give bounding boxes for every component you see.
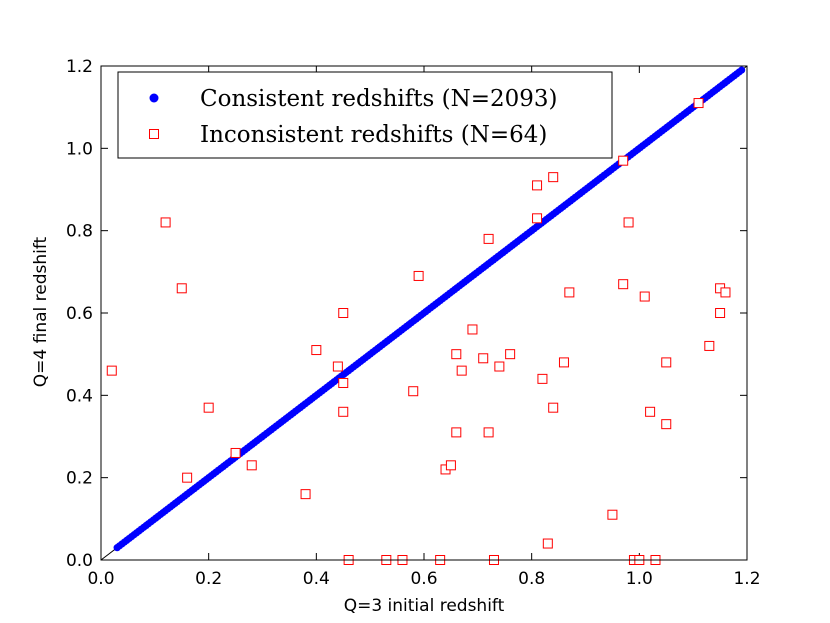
consistent-point xyxy=(738,66,746,74)
inconsistent-point xyxy=(483,233,494,244)
inconsistent-point xyxy=(456,365,467,376)
inconsistent-point xyxy=(338,406,349,417)
x-tick-label: 0.2 xyxy=(195,569,222,589)
inconsistent-point xyxy=(203,402,214,413)
inconsistent-point xyxy=(478,353,489,364)
inconsistent-point xyxy=(639,291,650,302)
inconsistent-point xyxy=(483,427,494,438)
legend-label-consistent: Consistent redshifts (N=2093) xyxy=(200,86,558,112)
inconsistent-point xyxy=(408,386,419,397)
legend-marker-inconsistent xyxy=(149,129,159,139)
inconsistent-point xyxy=(537,373,548,384)
inconsistent-point xyxy=(176,283,187,294)
x-tick-label: 1.0 xyxy=(626,569,653,589)
inconsistent-point xyxy=(338,308,349,318)
inconsistent-point xyxy=(230,447,241,458)
y-tick-label: 0.4 xyxy=(66,386,93,406)
inconsistent-point xyxy=(623,217,634,228)
inconsistent-point xyxy=(645,406,656,417)
inconsistent-point xyxy=(246,460,257,471)
inconsistent-point xyxy=(332,361,343,372)
inconsistent-point xyxy=(715,308,726,318)
inconsistent-point xyxy=(618,279,629,290)
inconsistent-point xyxy=(338,377,349,388)
inconsistent-point xyxy=(445,460,456,471)
inconsistent-point xyxy=(182,472,193,483)
x-tick-label: 0.8 xyxy=(518,569,545,589)
inconsistent-point xyxy=(607,509,618,520)
axes-frame xyxy=(100,65,748,561)
inconsistent-point xyxy=(532,180,543,191)
y-tick-label: 0.8 xyxy=(66,222,93,242)
inconsistent-point xyxy=(160,217,171,228)
inconsistent-point xyxy=(494,361,505,372)
inconsistent-point xyxy=(106,365,117,376)
x-tick-label: 1.2 xyxy=(733,569,760,589)
inconsistent-point xyxy=(704,340,715,351)
inconsistent-point xyxy=(467,324,478,335)
legend: Consistent redshifts (N=2093) Inconsiste… xyxy=(117,71,613,159)
x-tick-label: 0.6 xyxy=(410,569,437,589)
inconsistent-point xyxy=(548,402,559,413)
inconsistent-point xyxy=(300,489,311,500)
inconsistent-point xyxy=(661,419,672,430)
x-tick-label: 0.4 xyxy=(303,569,330,589)
inconsistent-point xyxy=(451,349,462,360)
inconsistent-point xyxy=(693,98,704,109)
inconsistent-point xyxy=(451,427,462,438)
x-axis-title: Q=3 initial redshift xyxy=(344,596,505,616)
x-tick-label: 0.0 xyxy=(87,569,114,589)
inconsistent-point xyxy=(720,287,731,298)
inconsistent-point xyxy=(311,345,322,356)
inconsistent-point xyxy=(505,349,516,360)
inconsistent-point xyxy=(661,357,672,368)
y-tick-label: 0.0 xyxy=(66,551,93,571)
inconsistent-point xyxy=(532,213,543,224)
legend-frame xyxy=(117,71,613,159)
inconsistent-point xyxy=(542,538,553,549)
inconsistent-point xyxy=(548,172,559,183)
inconsistent-point xyxy=(558,357,569,368)
y-axis-title: Q=4 final redshift xyxy=(31,236,51,387)
inconsistent-point xyxy=(413,270,424,281)
inconsistent-point xyxy=(618,155,629,166)
y-tick-label: 0.6 xyxy=(66,304,93,324)
legend-marker-consistent xyxy=(149,93,159,103)
y-tick-label: 0.2 xyxy=(66,469,93,489)
y-tick-label: 1.0 xyxy=(66,139,93,159)
y-tick-label: 1.2 xyxy=(66,57,93,77)
legend-label-inconsistent: Inconsistent redshifts (N=64) xyxy=(200,122,547,148)
inconsistent-point xyxy=(564,287,575,298)
